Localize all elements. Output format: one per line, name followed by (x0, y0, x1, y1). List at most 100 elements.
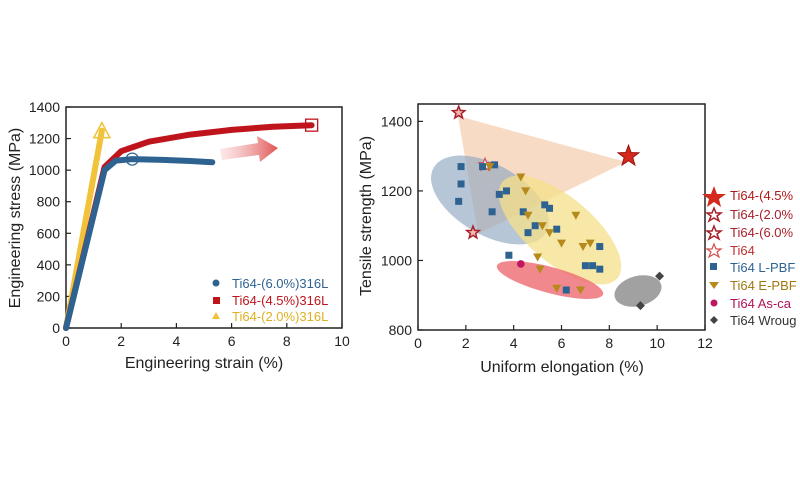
point-ti64-e-pbf (578, 243, 588, 252)
trend-arrow (220, 136, 278, 162)
x-tick-label-left: 10 (334, 333, 350, 349)
point-ti64-6-0-316l (464, 224, 482, 240)
legend-label-4-5pct-r: Ti64-(4.5% (730, 188, 794, 203)
x-tick-label-left: 4 (173, 333, 181, 349)
left-ticks: 0 2 4 6 8 10 0 200 400 600 800 1000 1200 1400 (29, 99, 350, 349)
legend-marker-wrought (710, 316, 718, 324)
legend-label-lpbf: Ti64 L-PBF (730, 260, 795, 275)
point-ti64-l-pbf (589, 262, 597, 270)
point-ti64-l-pbf (596, 265, 604, 273)
point-ti64-l-pbf (553, 225, 561, 233)
legend-label-2pct-r: Ti64-(2.0% (730, 207, 794, 222)
y-axis-title-left: Engineering stress (MPa) (7, 128, 24, 309)
legend-marker-star-2pct (704, 205, 724, 223)
point-ti64-l-pbf (541, 201, 549, 209)
legend-marker-6pct (212, 279, 220, 287)
x-tick-label-left: 6 (228, 333, 236, 349)
x-tick-label-left: 8 (283, 333, 291, 349)
legend-label-2pct: Ti64-(2.0%)316L (232, 309, 328, 324)
point-ti64-4-5-316l (616, 143, 641, 167)
x-tick-label-right: 10 (649, 335, 665, 351)
y-tick-label-left: 600 (37, 225, 61, 241)
marker-2pct-open-triangle (92, 120, 112, 139)
y-tick-label-left: 1200 (29, 131, 60, 147)
point-ti64-e-pbf (557, 239, 566, 248)
y-axis-title-right: Tensile strength (MPa) (358, 136, 375, 296)
point-ti64-e-pbf (545, 229, 555, 238)
point-ti64-2-0-316l (450, 104, 467, 120)
point-ti64-l-pbf (491, 161, 499, 169)
legend-marker-star-ti64 (705, 242, 723, 259)
strength-elongation-chart: 0 2 4 6 8 10 12 800 1000 1200 1400 Uniform elongat… (358, 103, 797, 376)
y-tick-label-right: 1000 (381, 252, 412, 268)
y-tick-label-left: 200 (37, 288, 61, 304)
legend-marker-star-large (702, 186, 726, 207)
point-ti64-l-pbf (519, 208, 527, 216)
point-ti64-l-pbf (488, 208, 496, 216)
y-tick-label-left: 1400 (29, 99, 60, 115)
legend-marker-lpbf (710, 263, 717, 270)
point-ti64-e-pbf (585, 239, 595, 248)
x-axis-title-right: Uniform elongation (%) (480, 359, 644, 376)
x-tick-label-right: 6 (558, 335, 566, 351)
legend-right: Ti64-(4.5% Ti64-(2.0% Ti64-(6.0% Ti64 Ti… (702, 186, 797, 328)
region-wrought (614, 275, 662, 307)
x-tick-label-right: 12 (697, 335, 713, 351)
point-ti64-l-pbf (581, 262, 589, 270)
legend-label-wrought: Ti64 Wroug (730, 313, 796, 328)
point-ti64-e-pbf (523, 211, 533, 220)
region-ascast (496, 261, 604, 299)
legend-marker-4-5pct (213, 297, 220, 304)
point-ti64-wrought (635, 301, 645, 311)
point-ti64-e-pbf (516, 173, 526, 182)
legend-label-6pct-r: Ti64-(6.0% (730, 225, 794, 240)
point-ti64-e-pbf (521, 187, 531, 196)
legend-label-epbf: Ti64 E-PBF (730, 278, 797, 293)
legend-label-ti64: Ti64 (730, 243, 755, 258)
marker-6pct-open-circle (125, 152, 139, 166)
point-ti64-l-pbf (455, 197, 463, 205)
point-ti64-l-pbf (546, 204, 554, 212)
legend-label-4-5pct: Ti64-(4.5%)316L (232, 293, 328, 308)
point-ti64-wrought (655, 271, 665, 281)
shaded-regions (431, 116, 662, 307)
legend-marker-epbf (709, 282, 719, 289)
point-ti64-l-pbf (562, 286, 570, 294)
y-tick-label-right: 800 (389, 322, 413, 338)
point-ti64-e-pbf (571, 211, 581, 220)
point-ti64-e-pbf (535, 265, 545, 274)
legend-label-ascast: Ti64 As-ca (730, 296, 792, 311)
point-ti64-e-pbf (485, 163, 495, 172)
point-ti64-e-pbf (537, 222, 547, 231)
y-tick-label-right: 1400 (381, 113, 412, 129)
legend-marker-star-6pct (704, 223, 724, 241)
plot-frame-left (65, 106, 343, 329)
x-tick-label-right: 8 (605, 335, 613, 351)
x-tick-label-left: 0 (62, 333, 70, 349)
x-tick-label-right: 0 (414, 335, 422, 351)
point-ti64-e-pbf (576, 286, 586, 295)
marker-4-5pct-open-square (304, 118, 319, 132)
x-tick-label-right: 2 (462, 335, 470, 351)
series-line-circle (63, 156, 216, 331)
y-tick-label-left: 0 (52, 320, 60, 336)
stress-strain-chart: 0 2 4 6 8 10 0 200 400 600 800 1000 1200 1400 Enginee… (7, 99, 350, 372)
point-ti64-l-pbf (479, 163, 487, 171)
legend-marker-ascast (710, 299, 718, 307)
point-ti64-l-pbf (495, 190, 503, 198)
y-tick-label-left: 800 (37, 194, 61, 210)
point-ti64-l-pbf (457, 163, 465, 171)
right-series (450, 104, 665, 311)
point-ti64-e-pbf (533, 253, 543, 262)
point-ti64-l-pbf (524, 229, 532, 237)
point-ti64-l-pbf (596, 243, 604, 251)
point-ti64-l-pbf (457, 180, 465, 188)
y-tick-label-left: 1000 (29, 162, 60, 178)
left-series (63, 118, 319, 331)
legend-marker-2pct (212, 312, 220, 319)
x-tick-label-right: 4 (510, 335, 518, 351)
point-ti64-l-pbf (502, 187, 510, 195)
legend-left: Ti64-(6.0%)316L Ti64-(4.5%)316L Ti64-(2.… (212, 276, 328, 324)
point-ti64-l-pbf (531, 222, 539, 230)
